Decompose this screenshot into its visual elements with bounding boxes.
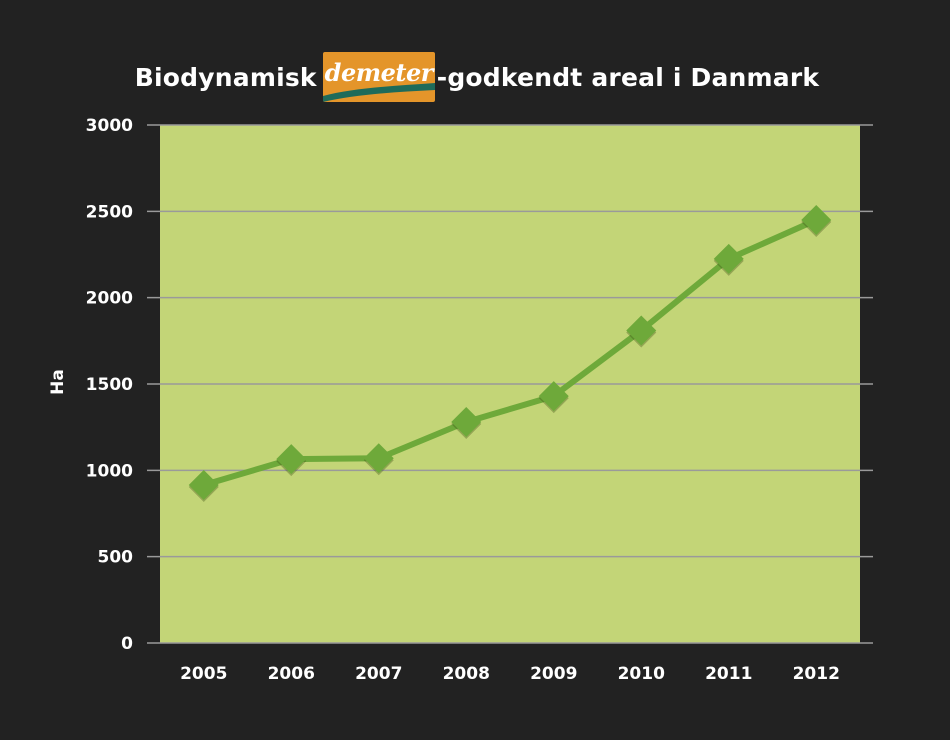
demeter-logo-text: demeter bbox=[324, 58, 434, 87]
y-tick-label: 1500 bbox=[86, 375, 133, 395]
y-tick-label: 1000 bbox=[86, 461, 133, 481]
data-point bbox=[801, 204, 832, 235]
logo-swoosh-icon bbox=[322, 83, 435, 102]
gridlines bbox=[147, 124, 873, 644]
y-tick-label: 3000 bbox=[86, 116, 133, 136]
chart-title-suffix: -godkendt areal i Danmark bbox=[436, 62, 820, 92]
demeter-logo: demeter bbox=[322, 52, 435, 102]
y-tick-label: 2000 bbox=[86, 289, 133, 309]
x-tick-label: 2008 bbox=[443, 664, 490, 684]
chart-title-prefix: Biodynamisk bbox=[134, 62, 317, 92]
x-tick-label: 2009 bbox=[530, 664, 577, 684]
data-point bbox=[713, 243, 744, 274]
data-point bbox=[188, 470, 219, 501]
x-tick-label: 2011 bbox=[705, 664, 752, 684]
y-axis-ticks: 0 500 1000 1500 2000 2500 3000 bbox=[86, 116, 133, 654]
x-axis-ticks: 2005 2006 2007 2008 2009 2010 2011 2012 bbox=[180, 664, 840, 684]
y-tick-label: 500 bbox=[98, 548, 134, 568]
x-tick-label: 2006 bbox=[268, 664, 315, 684]
data-point bbox=[538, 381, 569, 412]
x-tick-label: 2012 bbox=[793, 664, 840, 684]
data-point bbox=[363, 443, 394, 474]
x-tick-label: 2007 bbox=[355, 664, 402, 684]
chart-title: Biodynamisk demeter -godkendt areal i Da… bbox=[0, 52, 950, 102]
data-point bbox=[451, 406, 482, 437]
x-tick-label: 2005 bbox=[180, 664, 227, 684]
data-point bbox=[276, 444, 307, 475]
data-point bbox=[626, 315, 657, 346]
x-tick-label: 2010 bbox=[618, 664, 665, 684]
y-tick-label: 0 bbox=[121, 634, 133, 654]
series bbox=[188, 204, 832, 503]
y-tick-label: 2500 bbox=[86, 202, 133, 222]
